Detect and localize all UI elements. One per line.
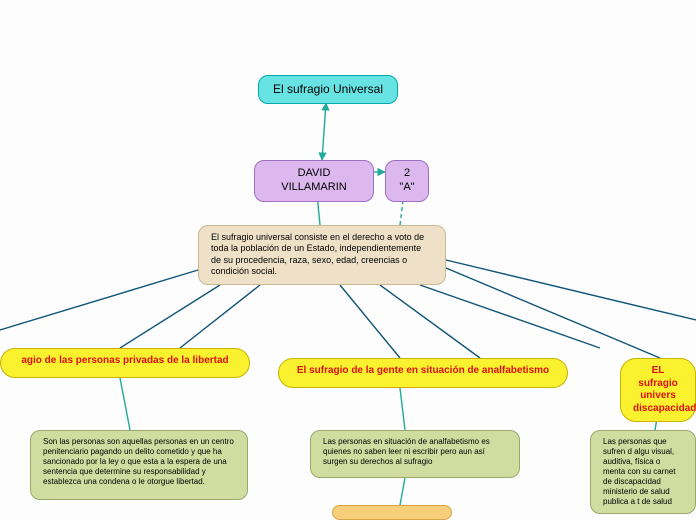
root-title: El sufragio Universal: [258, 75, 398, 104]
partial-cutoff-node: [332, 505, 452, 520]
category-analfabetismo: El sufragio de la gente en situación de …: [278, 358, 568, 388]
category-libertad: agio de las personas privadas de la libe…: [0, 348, 250, 378]
author-node: DAVID VILLAMARIN: [254, 160, 374, 202]
desc-discapacidades: Las personas que sufren d algu visual, a…: [590, 430, 696, 514]
definition-node: El sufragio universal consiste en el der…: [198, 225, 446, 285]
desc-libertad: Son las personas son aquellas personas e…: [30, 430, 248, 500]
desc-analfabetismo: Las personas en situación de analfabetis…: [310, 430, 520, 478]
category-discapacidades: EL sufragio univers discapacidades: [620, 358, 696, 422]
class-node: 2 "A": [385, 160, 429, 202]
